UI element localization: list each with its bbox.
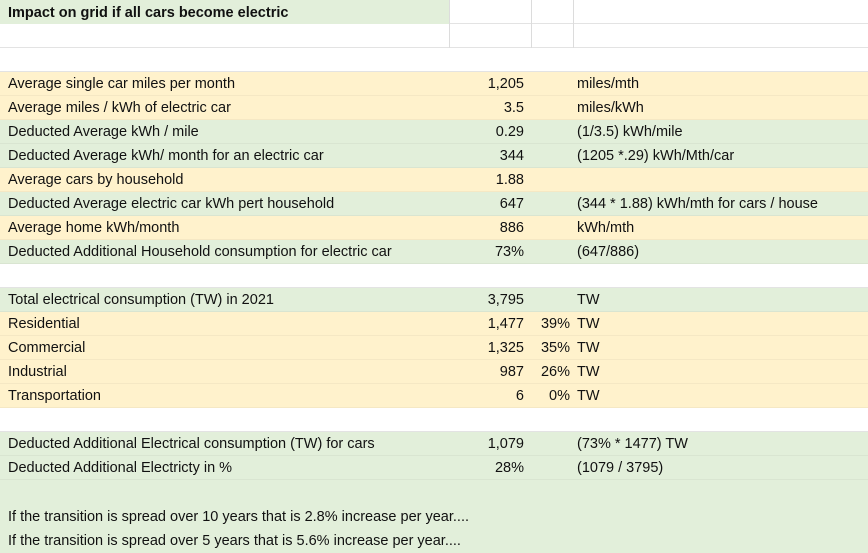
column-divider	[449, 0, 450, 48]
row-label: Deducted Additional Electricty in %	[8, 460, 233, 476]
row-note: (647/886)	[577, 244, 640, 260]
data-row[interactable]: Total electrical consumption (TW) in 202…	[0, 288, 868, 312]
data-row[interactable]: Deducted Additional Electrical consumpti…	[0, 432, 868, 456]
data-row[interactable]: Industrial 987 26% TW	[0, 360, 868, 384]
row-label: Average cars by household	[8, 172, 184, 188]
row-label: Average miles / kWh of electric car	[8, 100, 231, 116]
row-value: 1,079	[487, 436, 524, 452]
column-divider	[573, 0, 574, 48]
row-label: Deducted Average kWh / mile	[8, 124, 199, 140]
data-row[interactable]: Deducted Additional Household consumptio…	[0, 240, 868, 264]
row-label: Residential	[8, 316, 80, 332]
row-value: 886	[499, 220, 524, 236]
empty-row[interactable]	[0, 408, 868, 432]
conclusion-block[interactable]: If the transition is spread over 10 year…	[0, 480, 868, 553]
data-row[interactable]: Deducted Additional Electricty in % 28% …	[0, 456, 868, 480]
row-percent: 26%	[540, 364, 570, 380]
row-label: Average home kWh/month	[8, 220, 180, 236]
data-row[interactable]: Deducted Average kWh / mile 0.29 (1/3.5)…	[0, 120, 868, 144]
column-divider	[531, 0, 532, 48]
data-row[interactable]: Average single car miles per month 1,205…	[0, 72, 868, 96]
row-label: Transportation	[8, 388, 101, 404]
data-row[interactable]: Average home kWh/month 886 kWh/mth	[0, 216, 868, 240]
row-note: kWh/mth	[577, 220, 635, 236]
data-row[interactable]: Average miles / kWh of electric car 3.5 …	[0, 96, 868, 120]
row-note: (73% * 1477) TW	[577, 436, 688, 452]
data-row[interactable]: Deducted Average kWh/ month for an elect…	[0, 144, 868, 168]
title-row[interactable]: Impact on grid if all cars become electr…	[0, 0, 868, 24]
row-value: 1.88	[495, 172, 524, 188]
row-note: (1205 *.29) kWh/Mth/car	[577, 148, 735, 164]
row-value: 1,205	[487, 76, 524, 92]
data-row[interactable]: Transportation 6 0% TW	[0, 384, 868, 408]
row-value: 3,795	[487, 292, 524, 308]
row-label: Deducted Additional Household consumptio…	[8, 244, 392, 260]
row-label: Total electrical consumption (TW) in 202…	[8, 292, 274, 308]
data-row[interactable]: Residential 1,477 39% TW	[0, 312, 868, 336]
row-label: Deducted Average kWh/ month for an elect…	[8, 148, 324, 164]
empty-row[interactable]	[0, 264, 868, 288]
data-row[interactable]: Deducted Average electric car kWh pert h…	[0, 192, 868, 216]
row-label: Industrial	[8, 364, 67, 380]
row-note: (1/3.5) kWh/mile	[577, 124, 683, 140]
row-note: miles/kWh	[577, 100, 644, 116]
conclusion-10-years: If the transition is spread over 10 year…	[8, 509, 470, 525]
row-label: Average single car miles per month	[8, 76, 236, 92]
row-percent: 0%	[549, 388, 570, 404]
row-note: TW	[577, 316, 600, 332]
row-note: TW	[577, 364, 600, 380]
row-value: 1,325	[487, 340, 524, 356]
row-note: TW	[577, 340, 600, 356]
row-value: 344	[499, 148, 524, 164]
row-value: 0.29	[495, 124, 524, 140]
row-note: (1079 / 3795)	[577, 460, 664, 476]
row-value: 6	[515, 388, 524, 404]
conclusion-5-years: If the transition is spread over 5 years…	[8, 533, 461, 549]
row-percent: 39%	[540, 316, 570, 332]
row-value: 647	[499, 196, 524, 212]
row-label: Deducted Additional Electrical consumpti…	[8, 436, 375, 452]
row-percent	[530, 288, 570, 311]
row-note	[577, 168, 867, 191]
row-label: Commercial	[8, 340, 86, 356]
row-value: 28%	[494, 460, 524, 476]
row-value: 1,477	[487, 316, 524, 332]
row-value: 73%	[494, 244, 524, 260]
empty-row[interactable]	[0, 24, 868, 48]
data-row[interactable]: Average cars by household 1.88	[0, 168, 868, 192]
row-label: Deducted Average electric car kWh pert h…	[8, 196, 335, 212]
row-percent: 35%	[540, 340, 570, 356]
row-note: TW	[577, 292, 600, 308]
empty-row[interactable]	[0, 48, 868, 72]
row-note: (344 * 1.88) kWh/mth for cars / house	[577, 196, 818, 212]
data-row[interactable]: Commercial 1,325 35% TW	[0, 336, 868, 360]
row-note: miles/mth	[577, 76, 640, 92]
row-value: 987	[499, 364, 524, 380]
row-note: TW	[577, 388, 600, 404]
sheet-title[interactable]: Impact on grid if all cars become electr…	[0, 0, 449, 24]
row-value: 3.5	[503, 100, 524, 116]
